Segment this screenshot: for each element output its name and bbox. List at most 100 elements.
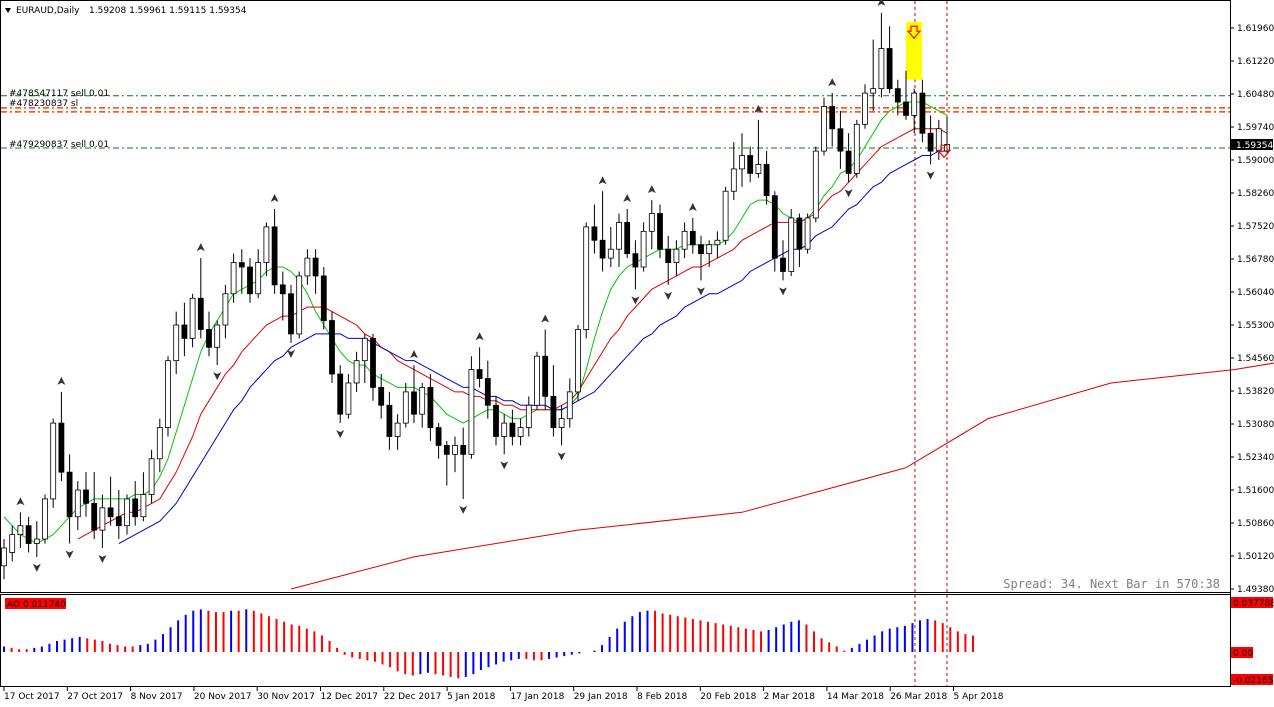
ao-max-label: 0.037788 xyxy=(1233,599,1274,609)
fractal-up-icon xyxy=(623,194,632,203)
price-tick-label: 1.59000 xyxy=(1237,156,1274,166)
candle xyxy=(468,356,475,459)
candle xyxy=(99,494,106,548)
candle xyxy=(730,142,737,201)
price-axis: 1.61960 1.61220 1.60480 1.59740 1.59000 1.582… xyxy=(1230,24,1274,595)
price-tick-label: 1.56780 xyxy=(1237,255,1274,265)
candle-body-bear xyxy=(25,525,32,544)
candle xyxy=(197,258,204,339)
fractals-layer xyxy=(16,0,935,572)
candle xyxy=(230,253,237,303)
candle xyxy=(263,222,270,276)
order-label-3[interactable]: #479290837 sell 0.01 xyxy=(9,140,109,150)
candle-body-bull xyxy=(566,391,573,420)
candle xyxy=(214,320,221,366)
candle-body-bull xyxy=(296,275,303,335)
candle-body-bull xyxy=(394,422,401,437)
candle-body-bull xyxy=(607,248,614,259)
fractal-up-icon xyxy=(828,78,837,87)
candle xyxy=(804,213,811,254)
candle-body-bear xyxy=(771,195,778,259)
candle xyxy=(648,200,655,250)
order-label-1[interactable]: #478547117 sell 0.01 xyxy=(9,89,109,99)
candle xyxy=(271,209,278,294)
collapse-triangle-icon[interactable] xyxy=(5,8,11,13)
candle xyxy=(927,115,934,165)
candle xyxy=(222,284,229,339)
ao-label-bg xyxy=(5,598,66,609)
fractal-up-icon xyxy=(270,194,279,203)
candle-body-bear xyxy=(197,297,204,330)
candle-body-bear xyxy=(550,395,557,428)
candle-body-bear xyxy=(886,48,893,90)
candle-body-bull xyxy=(17,525,24,535)
time-tick-label: 8 Nov 2017 xyxy=(131,692,183,702)
candle xyxy=(165,356,171,437)
time-tick-label: 27 Oct 2017 xyxy=(67,692,123,702)
candle-body-bull xyxy=(706,244,713,255)
candle xyxy=(378,374,385,419)
candle-body-bear xyxy=(484,378,491,406)
fractal-down-icon xyxy=(697,287,705,296)
candle xyxy=(509,409,516,446)
candle-body-bull xyxy=(165,360,171,428)
candle-body-bull xyxy=(812,150,819,219)
candle-body-bull xyxy=(755,164,762,174)
candle-body-bear xyxy=(894,88,901,103)
candle-body-bull xyxy=(402,391,409,424)
time-tick-label: 8 Feb 2018 xyxy=(637,692,688,702)
candle xyxy=(74,481,81,531)
candle-body-bear xyxy=(107,507,114,518)
candle-body-bear xyxy=(493,404,499,437)
candle xyxy=(148,449,155,504)
candle xyxy=(107,476,114,526)
candle xyxy=(189,293,196,348)
candle-body-bull xyxy=(788,217,795,272)
candle xyxy=(33,521,40,557)
fractal-down-icon xyxy=(664,291,673,300)
candle-body-bull xyxy=(345,382,352,415)
candle-body-bull xyxy=(9,534,16,553)
current-price-text: 1.59354 xyxy=(1236,141,1273,151)
candle xyxy=(886,26,893,94)
fractal-down-icon xyxy=(98,554,107,563)
candle xyxy=(42,494,48,544)
candle-body-bull xyxy=(821,106,827,152)
candle-body-bull xyxy=(673,248,680,263)
candle-body-bull xyxy=(42,498,48,540)
candle xyxy=(763,151,770,205)
fractal-up-icon xyxy=(598,176,607,185)
candle xyxy=(689,217,696,254)
candle xyxy=(435,423,442,459)
fractal-down-icon xyxy=(557,452,566,461)
order-label-2[interactable]: #478230837 sl xyxy=(9,99,78,109)
time-tick-label: 5 Apr 2018 xyxy=(954,692,1004,702)
fractal-down-icon xyxy=(336,430,345,439)
candle-body-bull xyxy=(124,498,130,527)
header-symbol: EURAUD,Daily xyxy=(16,6,80,16)
candle-body-bear xyxy=(763,164,770,197)
candle-body-bear xyxy=(279,284,286,295)
candle xyxy=(591,204,598,254)
price-tick-label: 1.51600 xyxy=(1237,486,1274,496)
time-tick-label: 17 Oct 2017 xyxy=(4,692,60,702)
candle-body-bull xyxy=(156,427,163,460)
time-tick-label: 30 Nov 2017 xyxy=(257,692,315,702)
candle-body-bear xyxy=(665,248,672,263)
candle-body-bull xyxy=(419,387,426,415)
fractal-down-icon xyxy=(32,563,41,572)
candle-body-bull xyxy=(33,538,40,544)
ao-min-tag xyxy=(1231,674,1273,685)
price-tick-label: 1.56040 xyxy=(1237,288,1274,298)
candle xyxy=(657,204,663,259)
ao-zero-label: 0.00 xyxy=(1233,649,1253,659)
candle-body-bear xyxy=(460,445,467,455)
candle-body-bull xyxy=(263,226,270,263)
candle-body-bear xyxy=(370,337,376,388)
candle xyxy=(575,325,581,401)
ma-long-layer xyxy=(290,362,1274,590)
fractal-up-icon xyxy=(16,497,25,506)
ao-histogram-layer xyxy=(3,609,974,679)
